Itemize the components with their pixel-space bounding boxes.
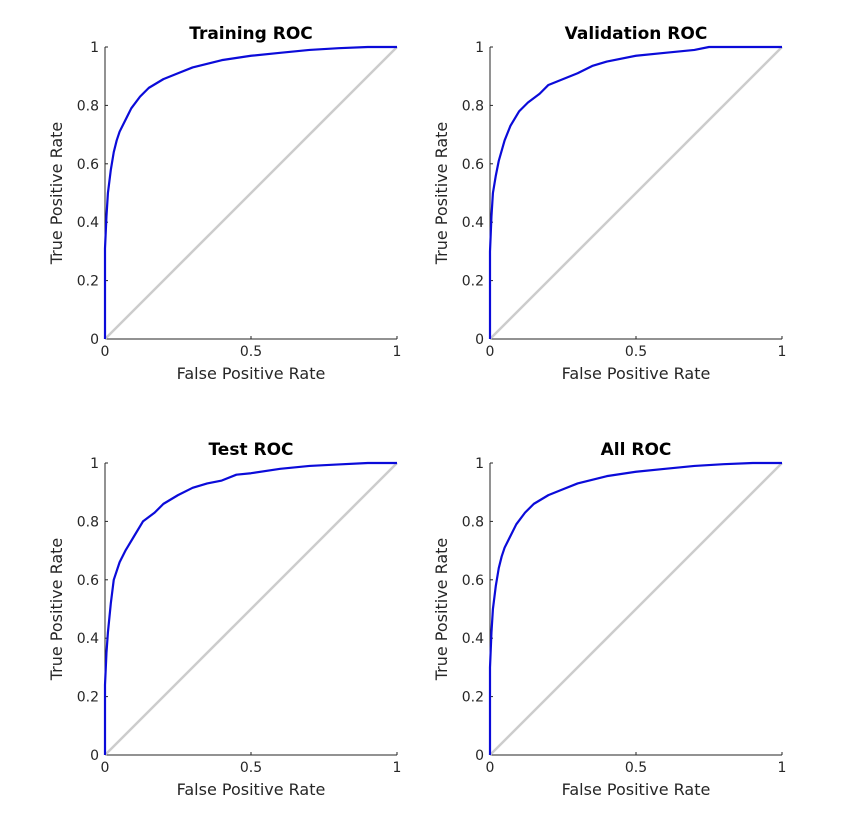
validation-chance-diagonal-line xyxy=(489,46,783,340)
all-y-tick-label: 1 xyxy=(475,456,484,472)
training-chart-title: Training ROC xyxy=(189,24,313,44)
test-y-tick-label: 0.8 xyxy=(77,514,99,530)
test-chance-diagonal-line xyxy=(104,462,398,756)
training-x-axis-label: False Positive Rate xyxy=(177,364,326,383)
all-roc-curve xyxy=(488,461,782,755)
test-y-axis-label: True Positive Rate xyxy=(47,538,66,682)
all-x-tick-label: 0 xyxy=(486,760,495,776)
all-y-tick-label: 0.4 xyxy=(462,631,484,647)
training-y-tick-label: 0 xyxy=(90,332,99,348)
all-chart-title: All ROC xyxy=(601,440,672,460)
training-chance-diagonal-line xyxy=(104,46,398,340)
all-y-tick-label: 0 xyxy=(475,748,484,764)
validation-y-tick-label: 0.2 xyxy=(462,274,484,290)
validation-y-axis-label: True Positive Rate xyxy=(432,122,451,266)
validation-x-tick-label: 1 xyxy=(778,344,787,360)
all-x-axis-label: False Positive Rate xyxy=(562,780,711,799)
validation-y-tick-label: 1 xyxy=(475,40,484,56)
training-x-tick-label: 0 xyxy=(101,344,110,360)
validation-x-tick-label: 0 xyxy=(486,344,495,360)
all-y-tick-label: 0.8 xyxy=(462,514,484,530)
test-x-axis-label: False Positive Rate xyxy=(177,780,326,799)
validation-x-axis-label: False Positive Rate xyxy=(562,364,711,383)
training-y-tick-label: 0.6 xyxy=(77,157,99,173)
test-y-tick-label: 0 xyxy=(90,748,99,764)
all-y-tick-label: 0.6 xyxy=(462,573,484,589)
validation-roc-curve xyxy=(488,45,782,339)
training-y-tick-label: 0.2 xyxy=(77,274,99,290)
all-chance-diagonal-line xyxy=(489,462,783,756)
validation-roc-panel: Validation ROC 0 0.5 1 0 0.2 0.4 0.6 0.8 1 False P… xyxy=(432,24,786,383)
all-x-tick-label: 0.5 xyxy=(625,760,647,776)
training-roc-panel: Training ROC 0 0.5 1 0 0.2 0.4 0.6 0.8 1 False Pos… xyxy=(47,24,401,383)
training-x-tick-label: 0.5 xyxy=(240,344,262,360)
test-y-tick-label: 1 xyxy=(90,456,99,472)
validation-y-tick-label: 0.4 xyxy=(462,215,484,231)
validation-chart-title: Validation ROC xyxy=(565,24,708,44)
all-y-tick-label: 0.2 xyxy=(462,690,484,706)
all-roc-panel: All ROC 0 0.5 1 0 0.2 0.4 0.6 0.8 1 False Positive… xyxy=(432,440,786,799)
validation-y-tick-label: 0 xyxy=(475,332,484,348)
training-x-tick-label: 1 xyxy=(393,344,402,360)
validation-y-tick-label: 0.6 xyxy=(462,157,484,173)
test-roc-panel: Test ROC 0 0.5 1 0 0.2 0.4 0.6 0.8 1 False Positiv… xyxy=(47,440,401,799)
all-x-tick-label: 1 xyxy=(778,760,787,776)
test-y-tick-label: 0.2 xyxy=(77,690,99,706)
test-x-tick-label: 1 xyxy=(393,760,402,776)
test-roc-curve xyxy=(103,461,397,755)
all-y-axis-label: True Positive Rate xyxy=(432,538,451,682)
training-y-tick-label: 0.4 xyxy=(77,215,99,231)
training-y-tick-label: 0.8 xyxy=(77,98,99,114)
test-y-tick-label: 0.4 xyxy=(77,631,99,647)
training-roc-curve xyxy=(103,45,397,339)
test-y-tick-label: 0.6 xyxy=(77,573,99,589)
test-x-tick-label: 0 xyxy=(101,760,110,776)
test-chart-title: Test ROC xyxy=(208,440,293,460)
validation-y-tick-label: 0.8 xyxy=(462,98,484,114)
validation-x-tick-label: 0.5 xyxy=(625,344,647,360)
test-x-tick-label: 0.5 xyxy=(240,760,262,776)
training-y-tick-label: 1 xyxy=(90,40,99,56)
training-y-axis-label: True Positive Rate xyxy=(47,122,66,266)
